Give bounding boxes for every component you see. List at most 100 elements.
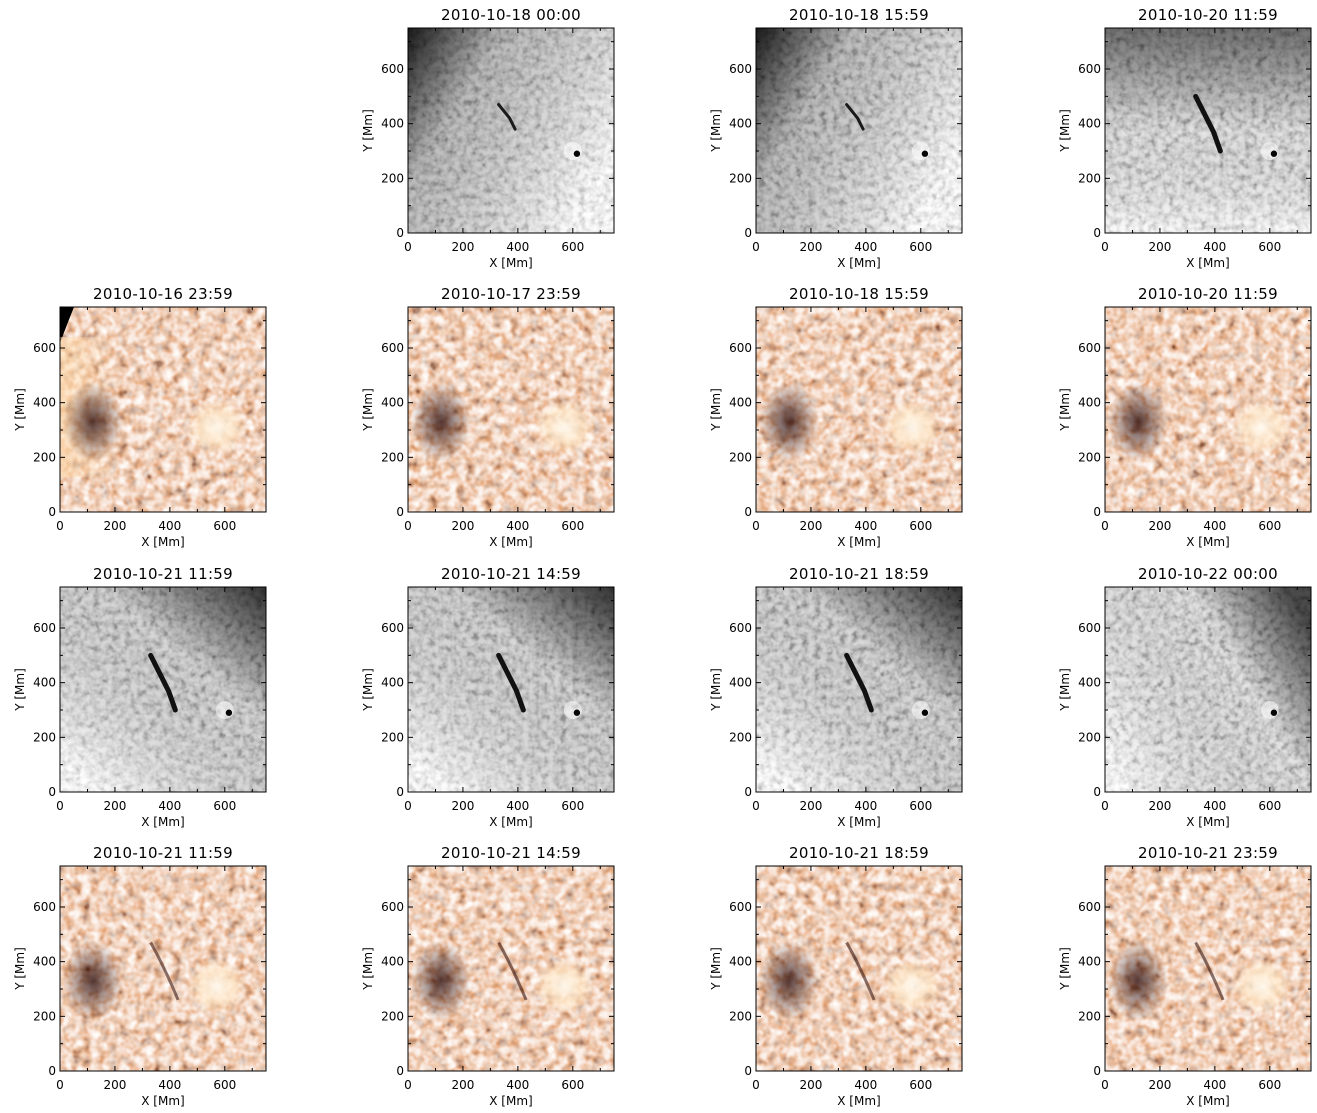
y-tick-label: 0 bbox=[1093, 505, 1101, 519]
x-tick-label: 400 bbox=[854, 1078, 877, 1092]
x-tick-label: 200 bbox=[1148, 519, 1171, 533]
x-tick-label: 200 bbox=[103, 799, 126, 813]
x-tick-label: 600 bbox=[213, 519, 236, 533]
y-tick-label: 600 bbox=[381, 621, 404, 635]
y-tick-label: 600 bbox=[381, 341, 404, 355]
x-tick-label: 0 bbox=[404, 240, 412, 254]
x-tick-label: 600 bbox=[561, 799, 584, 813]
image-panel: 2010-10-21 11:59 0 200 400 600 0 200 400 600 X [M… bbox=[0, 559, 300, 829]
image-panel: 2010-10-21 23:59 0 200 400 600 0 200 400 600 X [M… bbox=[1045, 838, 1317, 1108]
solar-image bbox=[60, 587, 266, 792]
image-panel: 2010-10-22 00:00 0 200 400 600 0 200 400 600 X [M… bbox=[1045, 559, 1317, 829]
panel-title: 2010-10-21 18:59 bbox=[789, 844, 929, 862]
y-tick-label: 200 bbox=[729, 730, 752, 744]
y-tick-label: 0 bbox=[396, 785, 404, 799]
x-tick-label: 400 bbox=[1203, 240, 1226, 254]
y-tick-label: 400 bbox=[729, 955, 752, 969]
panel-title: 2010-10-17 23:59 bbox=[441, 285, 581, 303]
y-tick-label: 600 bbox=[729, 900, 752, 914]
x-tick-label: 200 bbox=[1148, 1078, 1171, 1092]
image-panel: 2010-10-20 11:59 0 200 400 600 0 200 400 600 X [M… bbox=[1045, 0, 1317, 270]
solar-image bbox=[60, 866, 266, 1071]
x-tick-label: 400 bbox=[158, 1078, 181, 1092]
y-axis-label: Y [Mm] bbox=[13, 947, 27, 991]
panel-title: 2010-10-21 14:59 bbox=[441, 844, 581, 862]
x-tick-label: 0 bbox=[752, 519, 760, 533]
y-axis-label: Y [Mm] bbox=[1058, 109, 1072, 153]
x-tick-label: 400 bbox=[1203, 1078, 1226, 1092]
x-tick-label: 400 bbox=[854, 799, 877, 813]
y-tick-label: 400 bbox=[381, 396, 404, 410]
x-tick-label: 200 bbox=[451, 799, 474, 813]
y-tick-label: 600 bbox=[33, 900, 56, 914]
y-tick-label: 0 bbox=[48, 785, 56, 799]
solar-image bbox=[408, 307, 614, 512]
x-tick-label: 0 bbox=[752, 240, 760, 254]
y-tick-label: 400 bbox=[729, 117, 752, 131]
y-axis-label: Y [Mm] bbox=[709, 947, 723, 991]
solar-image bbox=[756, 866, 962, 1071]
y-tick-label: 600 bbox=[729, 621, 752, 635]
image-panel: 2010-10-21 14:59 0 200 400 600 0 200 400 600 X [M… bbox=[348, 838, 648, 1108]
y-axis-label: Y [Mm] bbox=[709, 668, 723, 712]
x-tick-label: 600 bbox=[909, 1078, 932, 1092]
x-tick-label: 400 bbox=[506, 240, 529, 254]
x-tick-label: 600 bbox=[213, 799, 236, 813]
y-axis-label: Y [Mm] bbox=[709, 388, 723, 432]
y-tick-label: 600 bbox=[1078, 341, 1101, 355]
y-tick-label: 0 bbox=[744, 505, 752, 519]
panel-title: 2010-10-21 11:59 bbox=[93, 844, 233, 862]
y-tick-label: 400 bbox=[33, 676, 56, 690]
panel-title: 2010-10-21 23:59 bbox=[1138, 844, 1278, 862]
image-panel: 2010-10-17 23:59 0 200 400 600 0 200 400 600 X [M… bbox=[348, 279, 648, 549]
y-axis-label: Y [Mm] bbox=[1058, 388, 1072, 432]
image-panel: 2010-10-20 11:59 0 200 400 600 0 200 400 600 X [M… bbox=[1045, 279, 1317, 549]
y-tick-label: 0 bbox=[48, 1064, 56, 1078]
panel-title: 2010-10-21 11:59 bbox=[93, 565, 233, 583]
y-tick-label: 600 bbox=[729, 62, 752, 76]
y-tick-label: 200 bbox=[381, 450, 404, 464]
x-axis-label: X [Mm] bbox=[837, 256, 880, 270]
y-tick-label: 200 bbox=[33, 450, 56, 464]
y-tick-label: 400 bbox=[729, 396, 752, 410]
solar-image bbox=[408, 28, 614, 233]
y-tick-label: 0 bbox=[396, 1064, 404, 1078]
x-tick-label: 400 bbox=[854, 240, 877, 254]
x-tick-label: 0 bbox=[404, 519, 412, 533]
y-tick-label: 400 bbox=[1078, 955, 1101, 969]
y-tick-label: 0 bbox=[744, 785, 752, 799]
panel-title: 2010-10-20 11:59 bbox=[1138, 6, 1278, 24]
x-tick-label: 400 bbox=[1203, 799, 1226, 813]
x-axis-label: X [Mm] bbox=[1186, 1094, 1229, 1108]
image-panel: 2010-10-18 15:59 0 200 400 600 0 200 400 600 X [M… bbox=[696, 279, 996, 549]
y-tick-label: 400 bbox=[381, 117, 404, 131]
image-panel: 2010-10-21 18:59 0 200 400 600 0 200 400 600 X [M… bbox=[696, 559, 996, 829]
x-tick-label: 0 bbox=[1101, 519, 1109, 533]
x-tick-label: 0 bbox=[404, 799, 412, 813]
y-tick-label: 200 bbox=[33, 1009, 56, 1023]
x-tick-label: 600 bbox=[1258, 1078, 1281, 1092]
y-axis-label: Y [Mm] bbox=[361, 109, 375, 153]
y-tick-label: 600 bbox=[1078, 62, 1101, 76]
x-axis-label: X [Mm] bbox=[489, 256, 532, 270]
y-tick-label: 0 bbox=[48, 505, 56, 519]
y-tick-label: 400 bbox=[381, 676, 404, 690]
y-tick-label: 600 bbox=[381, 62, 404, 76]
y-tick-label: 400 bbox=[33, 396, 56, 410]
y-tick-label: 0 bbox=[396, 505, 404, 519]
x-tick-label: 600 bbox=[909, 519, 932, 533]
y-tick-label: 200 bbox=[1078, 171, 1101, 185]
x-tick-label: 600 bbox=[909, 799, 932, 813]
panel-title: 2010-10-20 11:59 bbox=[1138, 285, 1278, 303]
panel-title: 2010-10-22 00:00 bbox=[1138, 565, 1278, 583]
panel-title: 2010-10-21 14:59 bbox=[441, 565, 581, 583]
solar-image bbox=[1105, 28, 1311, 233]
solar-image bbox=[408, 587, 614, 792]
y-tick-label: 200 bbox=[33, 730, 56, 744]
panel-title: 2010-10-18 15:59 bbox=[789, 6, 929, 24]
y-tick-label: 600 bbox=[1078, 900, 1101, 914]
x-tick-label: 0 bbox=[56, 519, 64, 533]
y-axis-label: Y [Mm] bbox=[361, 947, 375, 991]
x-axis-label: X [Mm] bbox=[1186, 535, 1229, 549]
